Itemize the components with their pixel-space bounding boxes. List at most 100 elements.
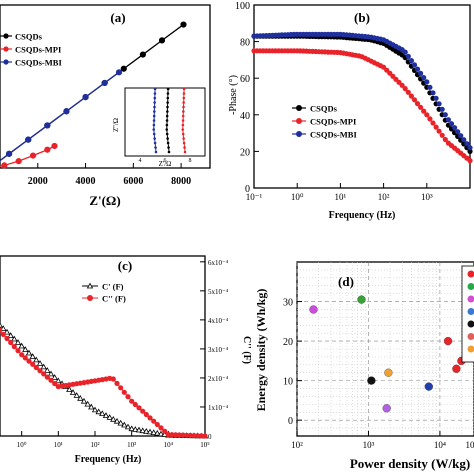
data-point [445, 117, 451, 123]
x-tick-label: 10⁰ [291, 192, 304, 202]
panel-d-xlabel: Power density (W/kg) [350, 456, 470, 471]
data-point [26, 358, 32, 364]
data-point [51, 142, 58, 150]
inset-x-tick: 8 [189, 158, 192, 164]
data-point [408, 58, 414, 64]
data-point [140, 408, 146, 414]
legend-marker [296, 131, 302, 137]
x-tick-label: 10⁰ [17, 441, 27, 449]
inset-point [183, 150, 187, 154]
data-point [439, 106, 445, 112]
data-point [467, 158, 473, 164]
data-point [63, 108, 70, 115]
panel-a-xlabel: Z'(Ω) [89, 193, 120, 208]
data-point [8, 339, 14, 346]
data-point [6, 150, 13, 157]
data-point [136, 405, 142, 411]
data-point [36, 360, 44, 366]
data-point [18, 342, 25, 349]
x-tick-label: 10 [466, 440, 474, 450]
inset-point [182, 110, 185, 113]
data-point [421, 75, 427, 81]
data-point [132, 401, 138, 408]
data-point [121, 389, 127, 395]
inset-x-tick: 4 [139, 158, 142, 164]
panel-a-legend: CSQDs CSQDs-MPI CSQDs-MBI [0, 32, 62, 68]
inset-point [167, 150, 171, 154]
data-point [402, 86, 408, 92]
inset-point [166, 101, 169, 104]
inset-point [182, 96, 186, 100]
data-point [176, 432, 182, 438]
y-tick-label: 40 [240, 111, 250, 122]
x-tick-label: 10¹ [54, 441, 63, 449]
panel-c-label: (c) [118, 258, 132, 273]
data-point [1, 162, 8, 169]
data-point [101, 79, 108, 87]
inset-point [182, 105, 185, 109]
data-point [147, 415, 153, 421]
inset-point [182, 92, 186, 95]
legend-marker [87, 295, 93, 301]
data-point [436, 128, 442, 134]
data-point [11, 335, 18, 342]
y-tick-label: 100 [235, 1, 250, 12]
data-point [157, 430, 165, 437]
inset-curve [153, 88, 157, 153]
data-point [367, 376, 376, 385]
data-point [433, 124, 439, 130]
data-point [55, 377, 62, 384]
data-point [84, 400, 91, 407]
data-point [139, 51, 146, 58]
data-point [30, 361, 36, 367]
data-point [357, 295, 366, 304]
data-point [430, 90, 436, 96]
data-point [99, 410, 106, 416]
inset-point [182, 137, 185, 140]
legend-label: CSQDs-MPI [310, 117, 357, 127]
data-point [424, 79, 430, 85]
inset-point [182, 101, 185, 104]
y-tick-label-right: 2x10⁻⁴ [208, 375, 229, 383]
data-point [88, 403, 95, 410]
data-point [77, 394, 84, 401]
data-point [458, 133, 464, 139]
y-tick-label: 20 [240, 147, 250, 158]
inset-point [153, 110, 156, 113]
legend-marker [467, 333, 474, 340]
data-point [73, 392, 80, 398]
data-point [44, 367, 51, 373]
data-point [120, 65, 127, 72]
inset-curve [166, 88, 170, 153]
data-point [402, 49, 408, 55]
data-point [124, 423, 132, 430]
data-point [414, 101, 421, 107]
x-tick-label: 10³ [421, 192, 433, 202]
inset-point [152, 119, 156, 122]
legend-marker [467, 345, 474, 353]
data-point [158, 37, 166, 44]
data-point [442, 112, 448, 118]
y-tick-label: 60 [240, 74, 250, 85]
legend-marker [467, 295, 474, 303]
data-point [442, 136, 448, 143]
panel-b-ylabel: -Phase (°) [228, 75, 239, 115]
data-point [165, 431, 171, 438]
data-point [44, 146, 51, 153]
panel-b-legend: CSQDs CSQDs-MPI CSQDs-MBI [292, 104, 357, 140]
x-tick-label: 2000 [28, 176, 48, 187]
inset-point [153, 137, 156, 140]
data-point [405, 53, 411, 60]
panel-c-frame [0, 255, 206, 437]
inset-ylabel: Z''/Ω [112, 118, 120, 132]
data-point [187, 432, 193, 438]
data-point [411, 62, 418, 68]
y-tick-label: 10 [283, 377, 293, 388]
data-point [29, 152, 37, 159]
panel-a-inset: 4 6 8 Z'/Ω Z''/Ω [112, 87, 206, 168]
inset-frame [124, 87, 206, 157]
x-tick-label: 10⁴ [164, 441, 174, 449]
inset-point [165, 123, 169, 127]
inset-point [152, 123, 156, 127]
data-point [51, 374, 58, 380]
